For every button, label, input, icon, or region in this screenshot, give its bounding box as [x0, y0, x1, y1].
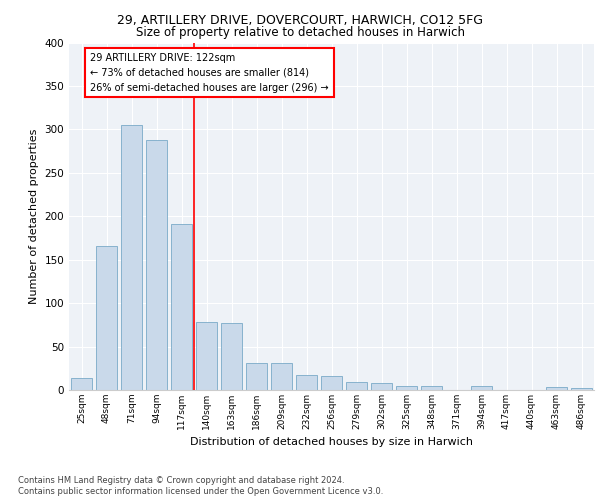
Text: 29 ARTILLERY DRIVE: 122sqm
← 73% of detached houses are smaller (814)
26% of sem: 29 ARTILLERY DRIVE: 122sqm ← 73% of deta… [90, 53, 329, 92]
Bar [96, 246, 117, 390]
Text: Size of property relative to detached houses in Harwich: Size of property relative to detached ho… [136, 26, 464, 39]
Bar [146, 140, 167, 390]
Bar [221, 323, 242, 390]
Bar [271, 363, 292, 390]
Text: Contains public sector information licensed under the Open Government Licence v3: Contains public sector information licen… [18, 487, 383, 496]
Bar [571, 388, 592, 390]
Bar [246, 363, 267, 390]
Bar [296, 375, 317, 390]
Bar [421, 386, 442, 390]
Bar [71, 378, 92, 390]
Bar [546, 388, 567, 390]
Bar [396, 386, 417, 390]
Bar [471, 386, 492, 390]
Y-axis label: Number of detached properties: Number of detached properties [29, 128, 39, 304]
Bar [346, 382, 367, 390]
Text: Contains HM Land Registry data © Crown copyright and database right 2024.: Contains HM Land Registry data © Crown c… [18, 476, 344, 485]
Bar [321, 376, 342, 390]
Bar [371, 383, 392, 390]
Text: 29, ARTILLERY DRIVE, DOVERCOURT, HARWICH, CO12 5FG: 29, ARTILLERY DRIVE, DOVERCOURT, HARWICH… [117, 14, 483, 27]
X-axis label: Distribution of detached houses by size in Harwich: Distribution of detached houses by size … [190, 438, 473, 448]
Bar [171, 224, 192, 390]
Bar [196, 322, 217, 390]
Bar [121, 125, 142, 390]
